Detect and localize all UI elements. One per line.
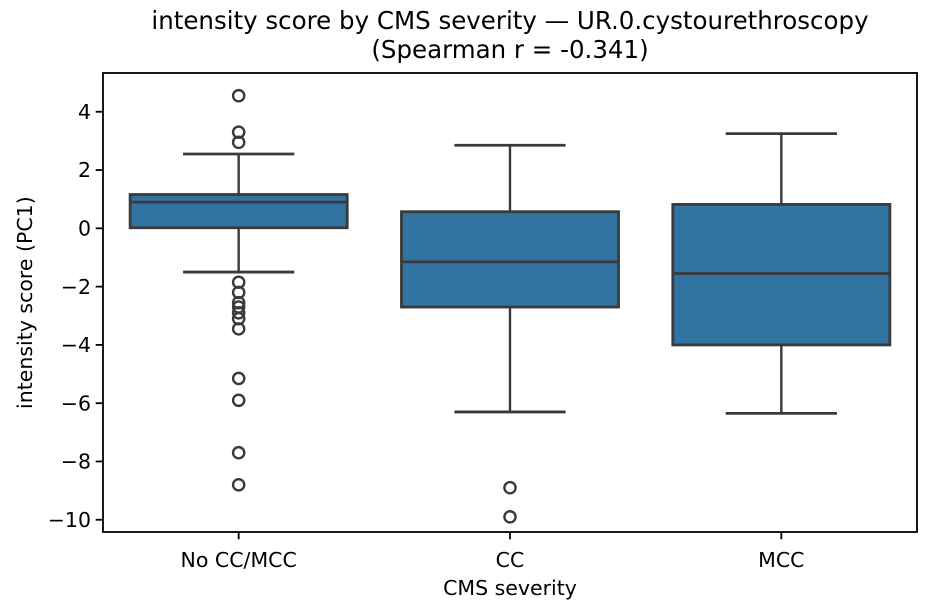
y-tick-label: −6 xyxy=(61,391,91,415)
outlier-point xyxy=(231,88,246,103)
x-tick-label: No CC/MCC xyxy=(181,548,297,572)
y-tick-label: −8 xyxy=(61,450,91,474)
outlier-point xyxy=(231,322,246,336)
outlier-point xyxy=(231,477,246,492)
chart-title-block: intensity score by CMS severity — UR.0.c… xyxy=(103,6,917,64)
y-tick-label: 4 xyxy=(78,100,91,124)
y-axis-label: intensity score (PC1) xyxy=(13,196,37,409)
plot-area-frame xyxy=(102,72,918,533)
outlier-point xyxy=(503,510,517,524)
outlier-point xyxy=(231,306,246,320)
outlier-point xyxy=(231,445,246,460)
iqr-box xyxy=(400,210,620,309)
x-tick-label: CC xyxy=(496,548,525,572)
chart-subtitle: (Spearman r = -0.341) xyxy=(371,35,649,64)
chart-title: intensity score by CMS severity — UR.0.c… xyxy=(151,6,869,35)
y-tick-label: −2 xyxy=(61,275,91,299)
outlier-point xyxy=(231,135,246,150)
outlier-point xyxy=(231,371,246,386)
y-tick-label: 2 xyxy=(78,158,91,182)
y-tick-label: 0 xyxy=(78,217,91,241)
y-tick-label: −10 xyxy=(48,508,91,532)
outlier-point xyxy=(231,393,246,408)
outlier-point xyxy=(503,480,517,495)
iqr-box xyxy=(128,193,349,230)
x-tick-label: MCC xyxy=(758,548,804,572)
x-axis-label: CMS severity xyxy=(443,576,577,600)
y-tick-label: −4 xyxy=(61,333,91,357)
